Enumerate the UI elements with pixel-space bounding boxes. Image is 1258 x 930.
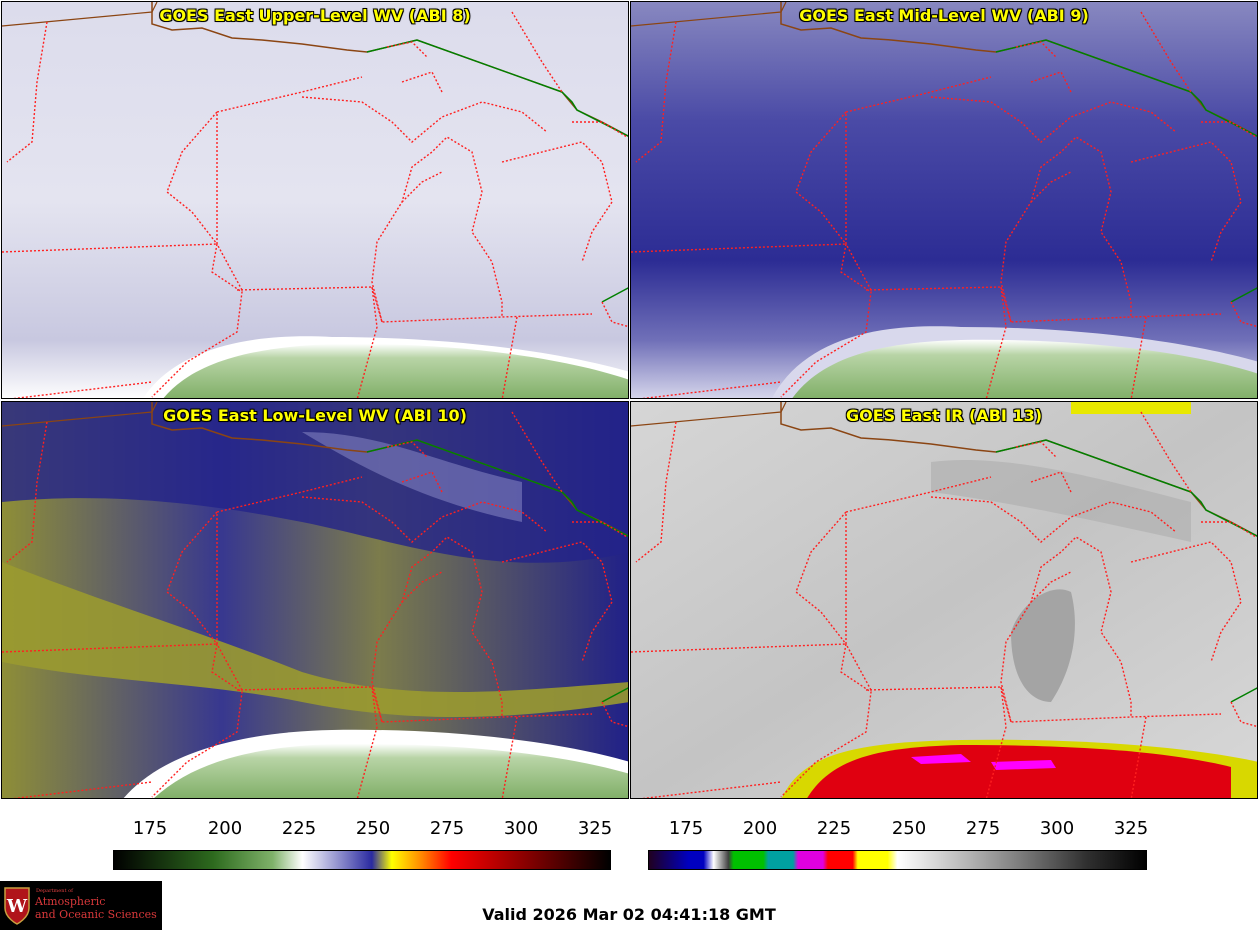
tick-label: 175	[132, 818, 168, 839]
svg-text:W: W	[6, 896, 28, 917]
panel-title: GOES East Mid-Level WV (ABI 9)	[799, 6, 1089, 25]
wv-colorbar	[113, 850, 611, 870]
aos-logo: W Department of Atmospheric and Oceanic …	[0, 881, 162, 930]
ir-image	[631, 402, 1257, 798]
ir-colorbar	[648, 850, 1147, 870]
panel-mid-level-wv: GOES East Mid-Level WV (ABI 9)	[630, 1, 1258, 399]
tick-label: 200	[742, 818, 778, 839]
panel-title: GOES East IR (ABI 13)	[845, 406, 1043, 425]
wv-colorbar-ticks: 175 200 225 250 275 300 325	[0, 818, 629, 840]
logo-line2: and Oceanic Sciences	[35, 908, 157, 921]
upper-level-wv-image	[2, 2, 628, 398]
panel-title: GOES East Low-Level WV (ABI 10)	[163, 406, 467, 425]
tick-label: 325	[577, 818, 613, 839]
panel-title: GOES East Upper-Level WV (ABI 8)	[159, 6, 471, 25]
tick-label: 225	[281, 818, 317, 839]
tick-label: 200	[207, 818, 243, 839]
tick-label: 325	[1113, 818, 1149, 839]
tick-label: 175	[668, 818, 704, 839]
logo-dept: Department of	[36, 888, 73, 894]
tick-label: 250	[891, 818, 927, 839]
panel-upper-level-wv: GOES East Upper-Level WV (ABI 8)	[1, 1, 629, 399]
mid-level-wv-image	[631, 2, 1257, 398]
valid-time: Valid 2026 Mar 02 04:41:18 GMT	[482, 905, 776, 924]
low-level-wv-image	[2, 402, 628, 798]
panel-ir: GOES East IR (ABI 13)	[630, 401, 1258, 799]
tick-label: 250	[355, 818, 391, 839]
tick-label: 275	[429, 818, 465, 839]
tick-label: 300	[1039, 818, 1075, 839]
uw-seal-icon: W	[4, 887, 30, 925]
tick-label: 275	[965, 818, 1001, 839]
tick-label: 225	[816, 818, 852, 839]
ir-colorbar-ticks: 175 200 225 250 275 300 325	[0, 818, 1258, 840]
logo-line1: Atmospheric	[35, 895, 106, 908]
panel-low-level-wv: GOES East Low-Level WV (ABI 10)	[1, 401, 629, 799]
tick-label: 300	[503, 818, 539, 839]
